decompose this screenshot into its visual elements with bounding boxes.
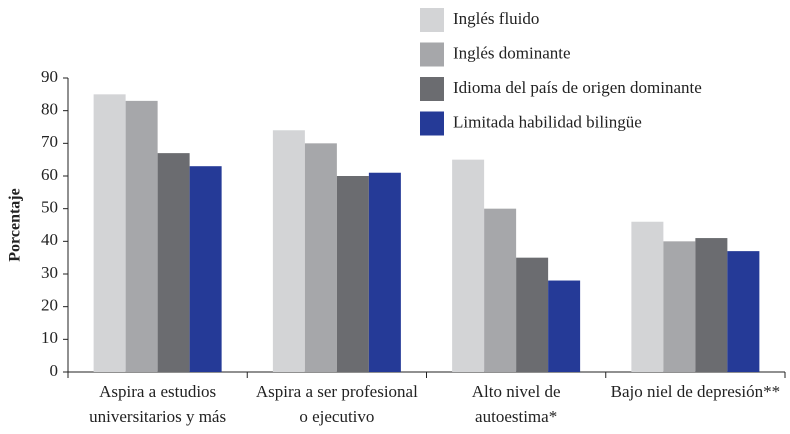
y-tick-label: 40 — [41, 230, 58, 249]
legend-label: Inglés dominante — [453, 43, 571, 62]
bar — [516, 257, 549, 372]
legend-label: Inglés fluido — [453, 9, 539, 28]
bar — [663, 241, 696, 372]
y-tick-label: 30 — [41, 263, 58, 282]
bar — [631, 221, 664, 372]
y-tick-label: 10 — [41, 328, 58, 347]
legend-swatch — [420, 77, 444, 101]
bar — [272, 130, 305, 372]
x-tick-label: Aspira a ser profesional — [256, 382, 418, 401]
legend-label: Limitada habilidad bilingüe — [453, 112, 642, 131]
y-tick-label: 20 — [41, 296, 58, 315]
bar — [157, 153, 190, 372]
legend-swatch — [420, 8, 444, 32]
bar — [336, 176, 369, 372]
y-tick-label: 0 — [50, 361, 59, 380]
bar — [484, 208, 517, 372]
bar — [368, 172, 401, 372]
bar — [189, 166, 222, 372]
bar — [452, 159, 485, 372]
legend-swatch — [420, 111, 444, 136]
x-tick-label: Alto nivel de — [472, 382, 561, 401]
x-tick-label: o ejecutivo — [299, 407, 374, 426]
x-tick-label: Aspira a estudios — [99, 382, 216, 401]
x-tick-label: autoestima* — [475, 407, 557, 426]
bar — [727, 251, 760, 372]
y-tick-label: 70 — [41, 132, 58, 151]
bar — [93, 94, 126, 372]
bar — [695, 238, 728, 372]
y-axis-label: Porcentaje — [7, 188, 24, 261]
y-tick-label: 60 — [41, 165, 58, 184]
bar — [125, 100, 158, 372]
y-tick-label: 50 — [41, 198, 58, 217]
y-tick-label: 90 — [41, 67, 58, 86]
x-tick-label: universitarios y más — [89, 407, 226, 426]
y-tick-label: 80 — [41, 100, 58, 119]
x-tick-label: Bajo niel de depresión** — [611, 382, 781, 401]
bar — [548, 280, 581, 372]
bar — [304, 143, 337, 372]
legend-label: Idioma del país de origen dominante — [453, 78, 702, 97]
legend-swatch — [420, 42, 444, 67]
